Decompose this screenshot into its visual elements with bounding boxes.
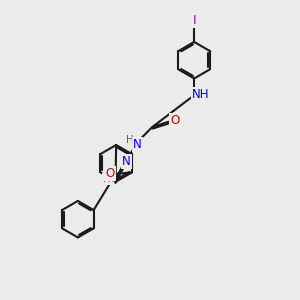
Text: O: O (105, 167, 115, 180)
Text: H: H (103, 174, 111, 184)
Text: O: O (170, 114, 180, 127)
Text: I: I (192, 14, 196, 27)
Text: N: N (122, 155, 131, 168)
Text: N: N (133, 138, 142, 151)
Text: H: H (126, 135, 134, 145)
Text: NH: NH (192, 88, 209, 101)
